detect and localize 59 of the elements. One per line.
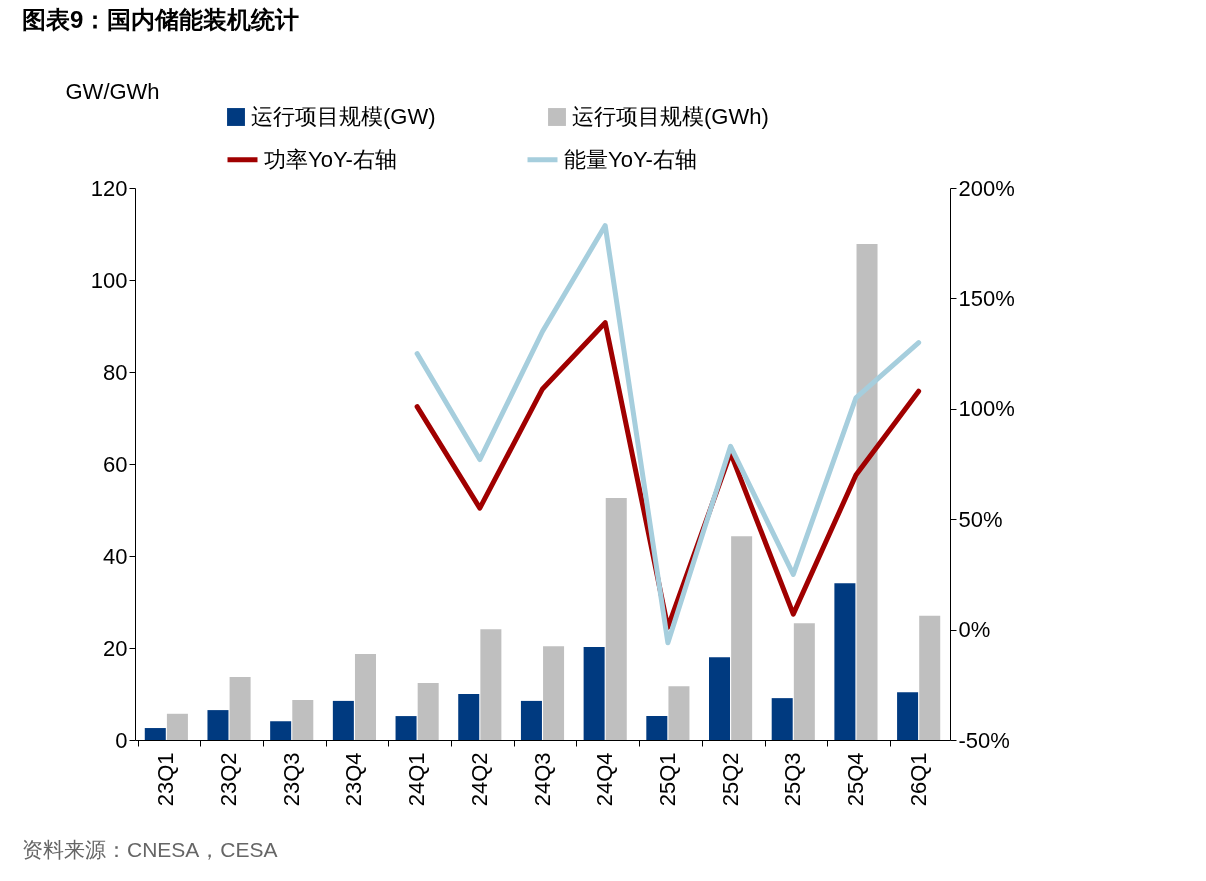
bar	[543, 646, 565, 740]
x-tick-label: 25Q4	[842, 752, 868, 807]
x-tick-label: 25Q1	[654, 752, 680, 807]
bar	[919, 615, 941, 740]
x-tick-label: 24Q1	[404, 752, 430, 807]
bar	[646, 716, 668, 740]
bar	[480, 629, 502, 740]
bar	[166, 713, 188, 740]
y-tick-label: 20	[103, 635, 128, 661]
x-tick-label: 23Q3	[278, 752, 304, 807]
y-tick-label: 80	[103, 359, 128, 385]
text: 资料来源：CNESA，CESA	[22, 837, 278, 863]
bar	[793, 623, 815, 740]
bar	[144, 728, 166, 740]
y-tick-label: 60	[103, 451, 128, 477]
bar	[771, 698, 793, 740]
bar	[897, 692, 919, 740]
bar	[395, 716, 417, 740]
bar	[458, 694, 480, 740]
y-tick-label: 120	[90, 175, 128, 201]
bar	[417, 682, 439, 740]
y-tick-label: 40	[103, 543, 128, 569]
y2-tick-label: 50%	[958, 506, 1003, 532]
x-tick-label: 26Q1	[905, 752, 931, 807]
y-axis-title: GW/GWh	[65, 78, 160, 104]
bar	[731, 536, 753, 740]
x-tick-label: 24Q3	[529, 752, 555, 807]
bar	[605, 498, 627, 740]
bar	[856, 244, 878, 740]
x-tick-label: 24Q2	[466, 752, 492, 807]
y-tick-label: 0	[115, 727, 128, 753]
bar	[834, 583, 856, 740]
x-tick-label: 23Q4	[341, 752, 367, 807]
legend-label: 运行项目规模(GWh)	[572, 104, 769, 129]
bar	[332, 700, 354, 740]
bar	[270, 721, 292, 740]
y2-tick-label: -50%	[958, 727, 1010, 753]
bar	[709, 657, 731, 740]
bar	[354, 653, 376, 740]
bar	[229, 676, 251, 740]
x-tick-label: 24Q4	[592, 752, 618, 807]
y2-tick-label: 200%	[958, 175, 1015, 201]
bar	[520, 700, 542, 740]
y2-tick-label: 0%	[958, 617, 991, 643]
chart-title: 图表9：国内储能装机统计	[22, 5, 300, 35]
bar	[292, 699, 314, 740]
legend-label: 运行项目规模(GW)	[251, 104, 436, 129]
x-tick-label: 23Q2	[216, 752, 242, 807]
bar	[207, 710, 229, 740]
y-tick-label: 100	[90, 267, 128, 293]
x-tick-label: 25Q3	[780, 752, 806, 807]
y2-tick-label: 100%	[958, 396, 1015, 422]
legend-label: 能量YoY-右轴	[564, 146, 697, 172]
x-tick-label: 23Q1	[153, 752, 179, 807]
bar	[583, 647, 605, 740]
x-tick-label: 25Q2	[717, 752, 743, 807]
legend-label: 功率YoY-右轴	[264, 146, 397, 172]
bar	[668, 686, 690, 740]
y2-tick-label: 150%	[958, 285, 1015, 311]
